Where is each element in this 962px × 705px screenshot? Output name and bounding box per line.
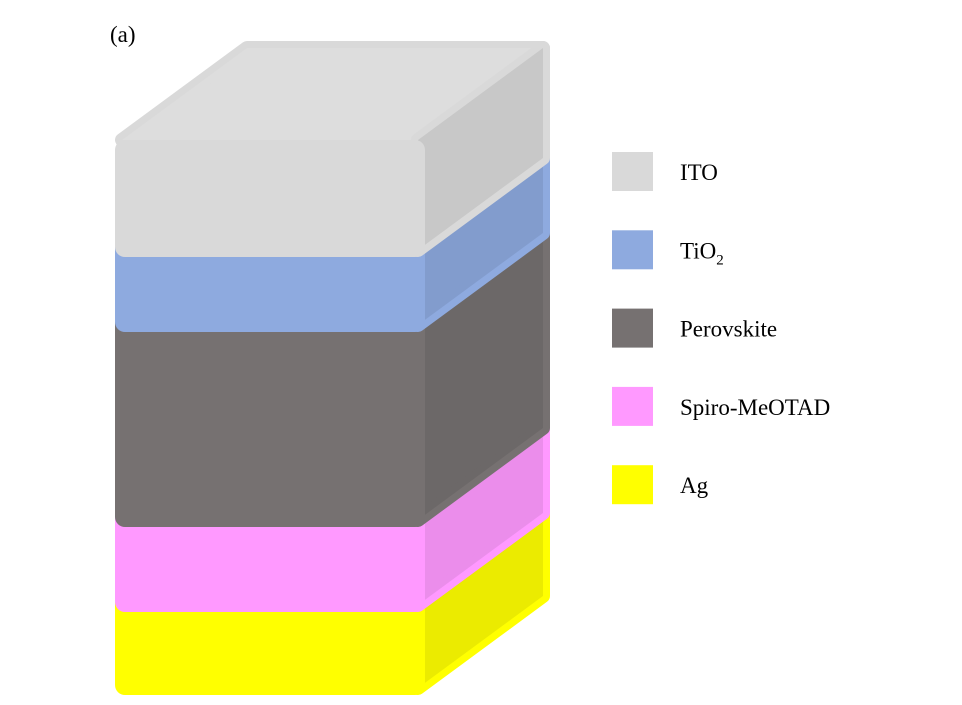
legend-swatch: [612, 230, 653, 270]
layer-side-shade: [418, 48, 543, 250]
legend-swatch: [612, 386, 653, 426]
legend-label: Ag: [680, 473, 709, 498]
legend-label: ITO: [680, 160, 718, 185]
layer-front: [115, 140, 425, 257]
legend-swatch: [612, 308, 653, 348]
legend-label-subscript: 2: [716, 252, 724, 268]
legend-label: Perovskite: [680, 317, 777, 342]
legend-swatch: [612, 465, 653, 505]
panel-label: (a): [110, 22, 136, 47]
legend-swatch: [612, 152, 653, 191]
legend-label-text: TiO: [680, 238, 716, 263]
legend: ITO TiO2 Perovskite Spiro-MeOTAD Ag: [612, 152, 830, 505]
layer: [115, 41, 550, 257]
layer-stack: [115, 41, 550, 695]
legend-label: TiO2: [680, 238, 724, 268]
legend-label: Spiro-MeOTAD: [680, 395, 830, 420]
layer-front: [115, 295, 425, 527]
